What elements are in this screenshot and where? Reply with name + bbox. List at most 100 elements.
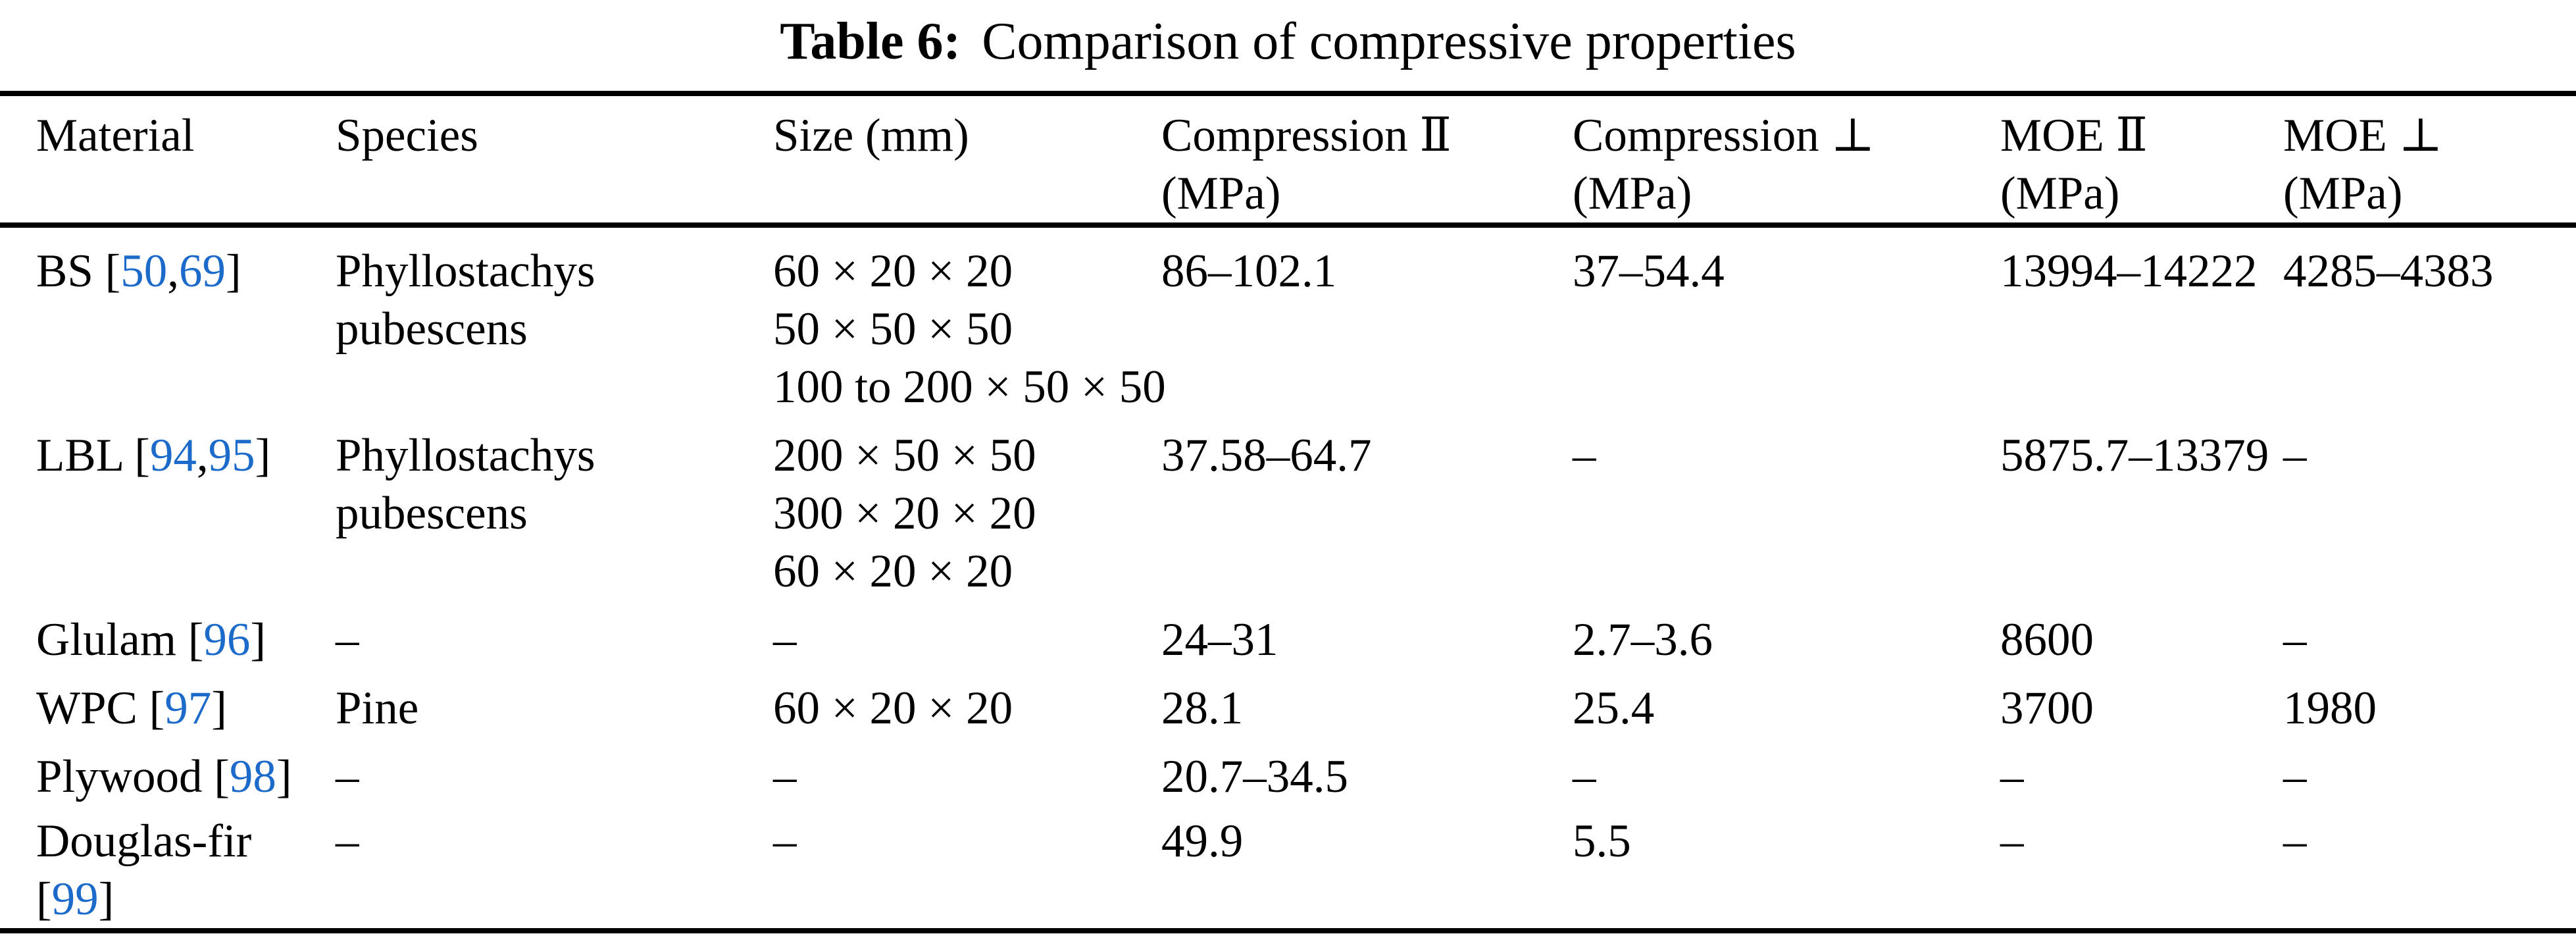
cell-line: 100 to 200 × 50 × 50 [773, 361, 1166, 413]
citation-link[interactable]: 95 [208, 430, 255, 481]
citation-link[interactable]: 98 [229, 751, 276, 802]
table-row: WPC [97] Pine 60 × 20 × 20 28.1 25.4 3700 1980 [0, 669, 2576, 737]
cell-material: WPC [97] [0, 669, 336, 737]
cell-moe-parallel: 13994–14222 [2000, 246, 2258, 297]
citation-link[interactable]: 97 [164, 683, 212, 734]
cell-line: – [773, 614, 797, 665]
cell-moe-parallel: 5875.7–13379 [2000, 430, 2269, 481]
table-row: Douglas-fir [99] – – 49.9 5.5 – – [0, 806, 2576, 931]
cell-moe-parallel: – [2000, 816, 2024, 867]
header-line2: (MPa) [2000, 168, 2120, 219]
cell-compression-perpendicular: 2.7–3.6 [1573, 614, 1713, 665]
header-line1: Species [336, 110, 478, 161]
cell-moe-perpendicular: – [2283, 614, 2307, 665]
column-header-size: Size (mm) [773, 93, 1161, 228]
cell-material: Douglas-fir [99] [0, 806, 336, 931]
cell-compression-parallel: 86–102.1 [1161, 246, 1337, 297]
header-line1: MOE Ⅱ [2000, 110, 2148, 161]
cell-compression-perpendicular: – [1573, 751, 1596, 802]
cell-line: 60 × 20 × 20 [773, 546, 1013, 597]
header-line1: Material [36, 110, 195, 161]
cell-species: – [336, 806, 773, 931]
cell-line: pubescens [336, 303, 528, 355]
table-row: Plywood [98] – –20.7–34.5– – – [0, 737, 2576, 806]
cell-moe-perpendicular: – [2283, 751, 2307, 802]
material-name: Plywood [98] [36, 751, 292, 802]
column-header-moe_perpendicular: MOE ⊥ (MPa) [2283, 93, 2576, 228]
cell-line: 50 × 50 × 50 [773, 303, 1013, 355]
cell-moe-perpendicular: 4285–4383 [2283, 246, 2494, 297]
cell-line: – [773, 816, 797, 867]
material-name: BS [50,69] [36, 246, 241, 297]
column-header-compression_perpendicular: Compression ⊥ (MPa) [1573, 93, 2000, 228]
cell-size: 60 × 20 × 20 [773, 669, 1161, 737]
cell-line: pubescens [336, 488, 528, 539]
header-line2: (MPa) [1573, 168, 1692, 219]
cell-species: – [336, 737, 773, 806]
cell-size: – [773, 600, 1161, 669]
header-row: Material Species Size (mm) Compression Ⅱ (MP… [0, 93, 2576, 228]
column-header-moe_parallel: MOE Ⅱ (MPa) [2000, 93, 2283, 228]
cell-moe-parallel: 8600 [2000, 614, 2094, 665]
table-row: LBL [94,95] Phyllostachys pubescens 200 × 5… [0, 416, 2576, 600]
header-line2: (MPa) [1161, 168, 1281, 219]
cell-compression-perpendicular: – [1573, 430, 1596, 481]
table-caption-text: Comparison of compressive properties [982, 13, 1796, 70]
cell-compression-parallel: 37.58–64.7 [1161, 430, 1372, 481]
table-header: Material Species Size (mm) Compression Ⅱ (MP… [0, 93, 2576, 228]
cell-material: BS [50,69] [0, 225, 336, 416]
cell-compression-perpendicular: 5.5 [1573, 816, 1631, 867]
column-header-species: Species [336, 93, 773, 228]
cell-line: Phyllostachys [336, 246, 595, 297]
header-line2: (MPa) [2283, 168, 2403, 219]
citation-link[interactable]: 94 [149, 430, 197, 481]
header-line1: Compression Ⅱ [1161, 110, 1452, 161]
table-row: BS [50,69] Phyllostachys pubescens 60 × 20 … [0, 225, 2576, 416]
cell-species: Phyllostachys pubescens [336, 416, 773, 600]
table-caption: Table 6: Comparison of compressive proper… [0, 0, 2576, 91]
table-body: BS [50,69] Phyllostachys pubescens 60 × 20 … [0, 225, 2576, 931]
column-header-compression_parallel: Compression Ⅱ (MPa) [1161, 93, 1573, 228]
cell-moe-perpendicular: – [2283, 430, 2307, 481]
material-name: Glulam [96] [36, 614, 266, 665]
cell-compression-parallel: 28.1 [1161, 683, 1244, 734]
cell-moe-perpendicular: 1980 [2283, 683, 2377, 734]
citation-link[interactable]: 99 [51, 873, 99, 925]
cell-material: LBL [94,95] [0, 416, 336, 600]
cell-species: Phyllostachys pubescens [336, 225, 773, 416]
header-line1: Size (mm) [773, 110, 969, 161]
material-name: LBL [94,95] [36, 430, 271, 481]
cell-size: – [773, 737, 1161, 806]
material-name: WPC [97] [36, 683, 227, 734]
citation-link[interactable]: 69 [179, 246, 226, 297]
cell-line: – [336, 751, 359, 802]
cell-line: 200 × 50 × 50 [773, 430, 1036, 481]
header-line1: MOE ⊥ [2283, 110, 2443, 161]
cell-compression-parallel: 24–31 [1161, 614, 1278, 665]
cell-size: – [773, 806, 1161, 931]
cell-moe-parallel: – [2000, 751, 2024, 802]
cell-compression-perpendicular: 25.4 [1573, 683, 1655, 734]
material-name: Douglas-fir [36, 816, 252, 867]
cell-species: – [336, 600, 773, 669]
cell-line: 300 × 20 × 20 [773, 488, 1036, 539]
cell-moe-parallel: 3700 [2000, 683, 2094, 734]
cell-species: Pine [336, 669, 773, 737]
citation-link[interactable]: 96 [203, 614, 251, 665]
cell-line: 60 × 20 × 20 [773, 683, 1013, 734]
cell-line: – [336, 614, 359, 665]
cell-material: Plywood [98] [0, 737, 336, 806]
table-row: Glulam [96] – – 24–31 2.7–3.6 8600 – [0, 600, 2576, 669]
compressive-properties-table: Material Species Size (mm) Compression Ⅱ (MP… [0, 91, 2576, 933]
citation-link[interactable]: 50 [120, 246, 168, 297]
cell-line: Phyllostachys [336, 430, 595, 481]
header-line1: Compression ⊥ [1573, 110, 1875, 161]
cell-line: 60 × 20 × 20 [773, 246, 1013, 297]
cell-size: 200 × 50 × 50 300 × 20 × 20 60 × 20 × 20 [773, 416, 1161, 600]
cell-material: Glulam [96] [0, 600, 336, 669]
cell-compression-parallel: 49.9 [1161, 816, 1244, 867]
material-refs: [99] [36, 873, 114, 925]
cell-line: – [336, 816, 359, 867]
table-caption-label: Table 6: [780, 13, 961, 70]
cell-moe-perpendicular: – [2283, 816, 2307, 867]
